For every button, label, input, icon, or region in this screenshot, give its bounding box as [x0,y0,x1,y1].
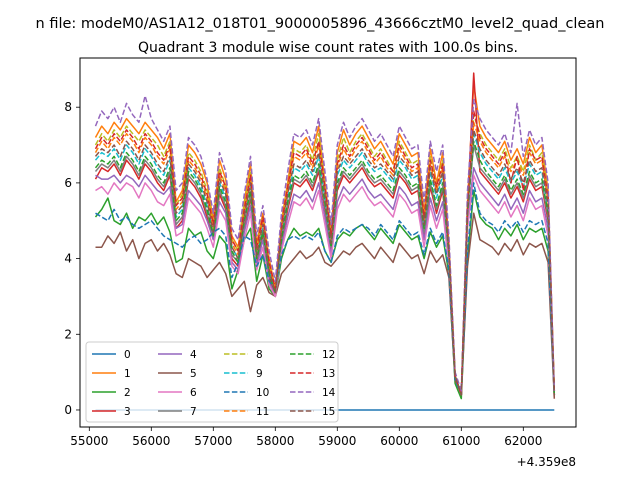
x-tick-label: 55000 [70,434,108,448]
plot-frame [79,57,577,428]
series-line-6 [95,174,556,396]
x-tick-label: 61000 [442,434,480,448]
chart-title: Quadrant 3 module wise count rates with … [138,40,518,56]
series-layer [94,72,556,411]
series-line-10 [95,182,556,396]
y-tick-label: 0 [64,403,72,417]
series-line-13 [94,110,556,396]
x-axis: 55000 56000 57000 58000 59000 60000 61000 62000 [70,427,542,448]
x-tick-label: 60000 [380,434,418,448]
legend-label-9: 9 [256,368,263,380]
x-tick-label: 59000 [318,434,356,448]
legend-box [85,341,339,423]
series-line-14 [94,95,556,392]
figure-suptitle: n file: modeM0/AS1A12_018T01_9000005896_… [36,16,605,32]
legend-label-5: 5 [190,368,197,380]
legend-label-1: 1 [124,368,131,380]
series-line-15 [94,129,556,396]
legend-label-12: 12 [322,349,335,361]
legend-label-14: 14 [322,387,336,399]
y-tick-label: 8 [64,100,72,114]
legend-label-0: 0 [124,349,131,361]
legend-label-8: 8 [256,349,263,361]
legend-label-6: 6 [190,387,197,399]
legend-label-13: 13 [322,368,335,380]
y-axis: 0 2 4 6 8 [64,100,80,417]
x-tick-label: 62000 [504,434,542,448]
legend-label-7: 7 [190,406,197,418]
y-tick-label: 4 [64,252,72,266]
x-tick-label: 57000 [194,434,232,448]
legend-label-15: 15 [322,406,335,418]
legend-label-2: 2 [124,387,131,399]
y-tick-label: 2 [64,327,72,341]
series-line-5 [95,212,556,399]
legend-label-4: 4 [190,349,197,361]
x-tick-label: 58000 [256,434,294,448]
x-offset-label: +4.359e8 [517,455,576,469]
legend-label-10: 10 [256,387,269,399]
legend-label-11: 11 [256,406,269,418]
y-tick-label: 6 [64,176,72,190]
legend-label-3: 3 [124,406,131,418]
x-tick-label: 56000 [132,434,170,448]
series-line-12 [94,140,556,396]
series-line-4 [95,167,556,396]
